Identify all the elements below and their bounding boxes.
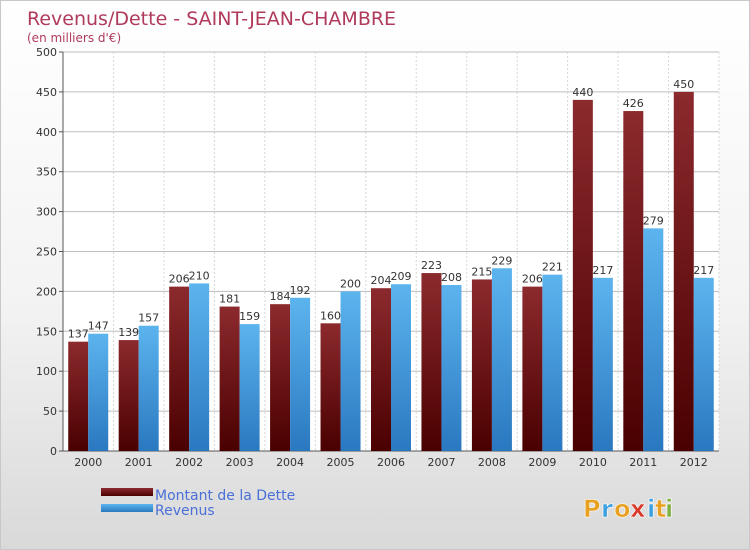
value-label: 221 bbox=[542, 261, 563, 274]
x-tick-label: 2005 bbox=[327, 456, 355, 469]
y-tick-label: 400 bbox=[36, 126, 57, 139]
y-tick-label: 50 bbox=[43, 405, 57, 418]
y-tick-label: 350 bbox=[36, 166, 57, 179]
x-tick-label: 2000 bbox=[74, 456, 102, 469]
value-label: 206 bbox=[169, 273, 190, 286]
bar-debt bbox=[673, 91, 694, 452]
x-tick-label: 2010 bbox=[579, 456, 607, 469]
value-label: 208 bbox=[441, 271, 462, 284]
value-label: 210 bbox=[189, 269, 210, 282]
chart-title: Revenus/Dette - SAINT-JEAN-CHAMBRE bbox=[27, 8, 396, 30]
logo-letter: i bbox=[647, 495, 655, 523]
value-label: 209 bbox=[391, 270, 412, 283]
logo-letter: i bbox=[665, 495, 673, 523]
value-label: 450 bbox=[673, 78, 694, 91]
bar-revenus bbox=[592, 277, 613, 451]
value-label: 181 bbox=[219, 293, 240, 306]
bar-debt bbox=[68, 341, 89, 451]
bar-revenus bbox=[189, 283, 210, 451]
tick-labels: 0 50 100 150 200 250 300 350 400 450 500 2000 2001 20… bbox=[36, 46, 708, 469]
bar-debt bbox=[118, 340, 139, 451]
x-tick-label: 2006 bbox=[377, 456, 405, 469]
bar-revenus bbox=[340, 291, 361, 451]
logo-letter: P bbox=[583, 495, 601, 523]
value-label: 147 bbox=[88, 320, 109, 333]
bars bbox=[68, 91, 714, 452]
chart-subtitle: (en milliers d'€) bbox=[27, 31, 121, 45]
bar-debt bbox=[219, 306, 240, 451]
bar-revenus bbox=[290, 297, 311, 451]
value-label: 139 bbox=[118, 326, 139, 339]
y-tick-label: 100 bbox=[36, 365, 57, 378]
y-tick-label: 250 bbox=[36, 246, 57, 259]
legend-swatch-revenus bbox=[101, 504, 153, 512]
value-label: 440 bbox=[572, 86, 593, 99]
bar-revenus bbox=[138, 325, 159, 451]
bar-debt bbox=[522, 286, 543, 451]
x-tick-label: 2001 bbox=[125, 456, 153, 469]
x-tick-label: 2012 bbox=[680, 456, 708, 469]
x-tick-label: 2009 bbox=[528, 456, 556, 469]
value-label: 200 bbox=[340, 277, 361, 290]
value-label: 229 bbox=[491, 254, 512, 267]
bar-debt bbox=[471, 279, 492, 451]
bar-debt bbox=[320, 323, 341, 451]
logo-letter: x bbox=[630, 495, 646, 523]
bar-revenus bbox=[88, 333, 109, 451]
x-tick-label: 2002 bbox=[175, 456, 203, 469]
bar-revenus bbox=[693, 277, 714, 451]
y-tick-label: 500 bbox=[36, 46, 57, 59]
x-tick-label: 2007 bbox=[427, 456, 455, 469]
value-label: 217 bbox=[693, 264, 714, 277]
bar-debt bbox=[270, 304, 291, 451]
bar-revenus bbox=[441, 285, 462, 451]
value-label: 192 bbox=[290, 284, 311, 297]
value-label: 204 bbox=[371, 274, 392, 287]
x-tick-label: 2011 bbox=[629, 456, 657, 469]
y-tick-label: 150 bbox=[36, 325, 57, 338]
logo-letter: t bbox=[655, 495, 666, 523]
bar-debt bbox=[623, 111, 644, 451]
bar-revenus bbox=[239, 324, 260, 451]
x-tick-label: 2008 bbox=[478, 456, 506, 469]
y-tick-label: 300 bbox=[36, 206, 57, 219]
value-label: 137 bbox=[68, 328, 89, 341]
value-label: 426 bbox=[623, 97, 644, 110]
legend: Montant de la Dette Revenus bbox=[101, 488, 295, 519]
legend-swatch-debt bbox=[101, 488, 153, 496]
legend-label-revenus: Revenus bbox=[155, 503, 215, 519]
legend-label-debt: Montant de la Dette bbox=[155, 488, 295, 504]
logo-letter: o bbox=[614, 495, 631, 523]
bar-debt bbox=[169, 286, 190, 451]
value-label: 215 bbox=[471, 265, 492, 278]
x-tick-label: 2004 bbox=[276, 456, 304, 469]
value-label: 184 bbox=[270, 290, 291, 303]
bar-revenus bbox=[643, 228, 664, 451]
logo-letter: r bbox=[601, 495, 613, 523]
value-label: 159 bbox=[239, 310, 260, 323]
bar-revenus bbox=[542, 274, 563, 451]
value-label: 160 bbox=[320, 309, 341, 322]
bar-debt bbox=[421, 273, 442, 451]
x-tick-label: 2003 bbox=[226, 456, 254, 469]
value-label: 223 bbox=[421, 259, 442, 272]
value-label: 217 bbox=[592, 264, 613, 277]
y-tick-label: 0 bbox=[50, 445, 57, 458]
value-label: 206 bbox=[522, 273, 543, 286]
bar-revenus bbox=[391, 284, 411, 451]
y-tick-label: 450 bbox=[36, 86, 57, 99]
value-label: 157 bbox=[138, 312, 159, 325]
bar-debt bbox=[371, 288, 391, 451]
bar-revenus bbox=[491, 268, 512, 451]
bar-debt bbox=[572, 99, 593, 451]
y-tick-label: 200 bbox=[36, 285, 57, 298]
value-label: 279 bbox=[643, 214, 664, 227]
